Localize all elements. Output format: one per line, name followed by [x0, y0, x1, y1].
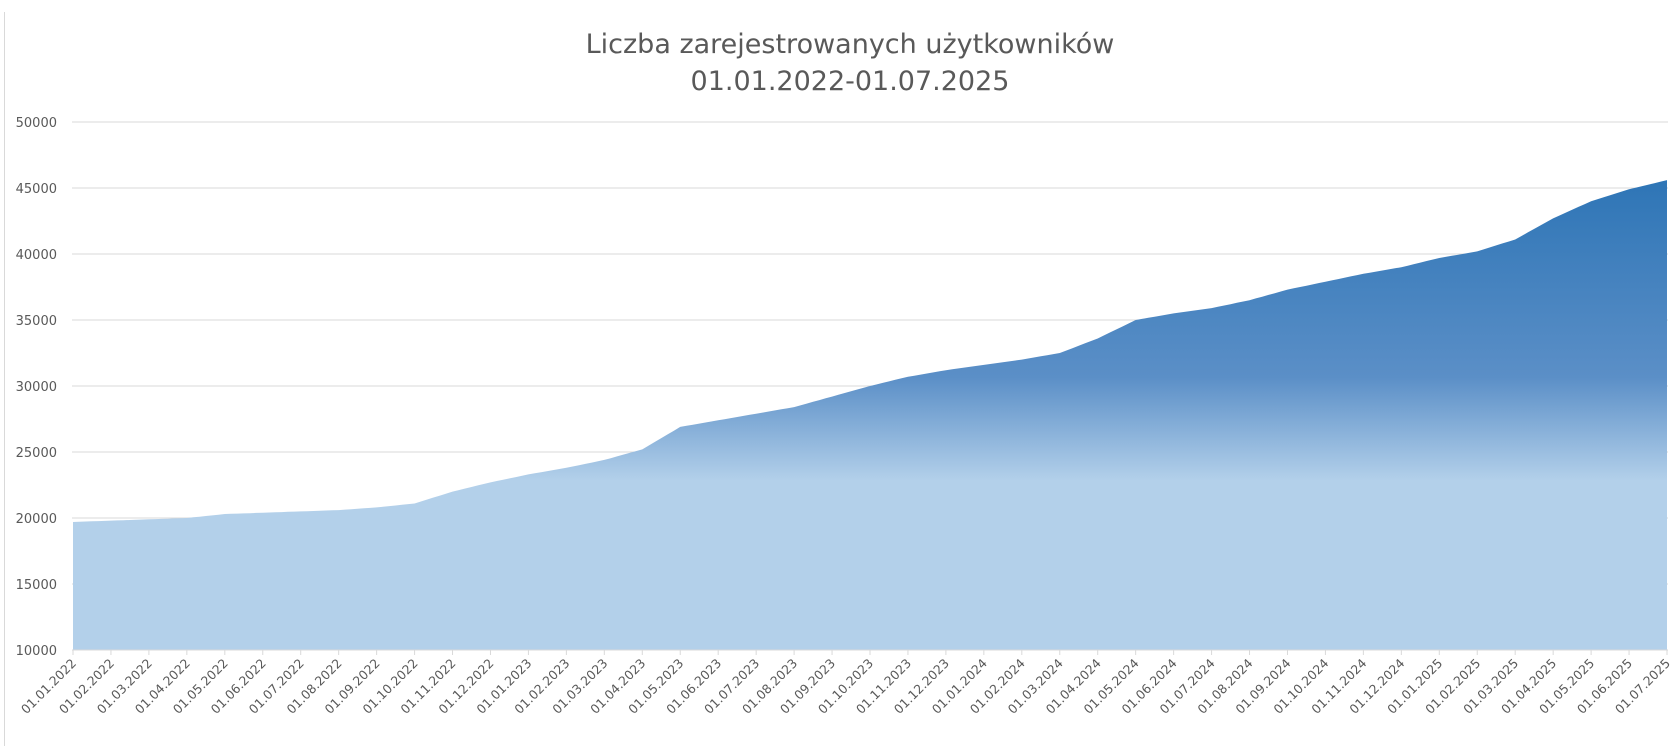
chart-frame-border [4, 12, 5, 746]
x-axis: 01.01.202201.02.202201.03.202201.04.2022… [18, 649, 1673, 717]
y-tick-label: 30000 [16, 380, 57, 395]
chart-title-main: Liczba zarejestrowanych użytkowników [585, 29, 1115, 60]
y-tick-label: 20000 [16, 512, 57, 527]
chart-title: Liczba zarejestrowanych użytkowników 01.… [0, 26, 1680, 100]
y-tick-label: 25000 [16, 446, 57, 461]
y-tick-label: 35000 [16, 314, 57, 329]
y-tick-label: 50000 [16, 116, 57, 131]
chart-title-subtitle: 01.01.2022-01.07.2025 [690, 66, 1010, 97]
area-series-registered-users [73, 180, 1667, 650]
y-tick-label: 15000 [16, 578, 57, 593]
y-tick-label: 10000 [16, 644, 57, 659]
y-tick-label: 40000 [16, 248, 57, 263]
y-tick-label: 45000 [16, 182, 57, 197]
y-axis-labels: 10000 15000 20000 25000 30000 35000 40000 45000… [16, 116, 57, 659]
